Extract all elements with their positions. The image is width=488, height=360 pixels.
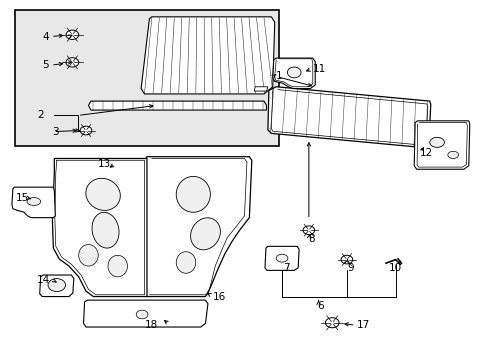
Circle shape <box>136 310 148 319</box>
Ellipse shape <box>276 254 287 262</box>
Text: 9: 9 <box>346 263 353 273</box>
Ellipse shape <box>79 244 98 266</box>
Circle shape <box>66 30 79 40</box>
Text: 13: 13 <box>98 159 111 169</box>
Text: 16: 16 <box>212 292 225 302</box>
Ellipse shape <box>92 212 119 248</box>
Circle shape <box>340 255 352 264</box>
Circle shape <box>303 226 314 234</box>
Text: 12: 12 <box>419 148 432 158</box>
Circle shape <box>48 279 65 292</box>
Bar <box>15 10 278 146</box>
Polygon shape <box>141 17 274 94</box>
Polygon shape <box>12 187 55 218</box>
Ellipse shape <box>108 255 127 277</box>
Polygon shape <box>413 121 469 169</box>
Text: 8: 8 <box>307 234 314 244</box>
Polygon shape <box>264 246 299 270</box>
Text: 3: 3 <box>52 127 59 136</box>
Ellipse shape <box>86 178 120 210</box>
Text: 10: 10 <box>387 263 401 273</box>
Text: 1: 1 <box>276 71 282 81</box>
Polygon shape <box>144 157 251 297</box>
Text: 6: 6 <box>317 301 324 311</box>
Ellipse shape <box>27 198 41 206</box>
Polygon shape <box>40 275 74 297</box>
Polygon shape <box>254 87 267 91</box>
Text: 5: 5 <box>42 60 49 70</box>
Text: 15: 15 <box>15 193 28 203</box>
Polygon shape <box>83 300 207 327</box>
Text: 7: 7 <box>283 263 289 273</box>
Text: 4: 4 <box>42 32 49 41</box>
Ellipse shape <box>190 218 220 250</box>
Circle shape <box>66 58 79 67</box>
Text: 14: 14 <box>37 275 50 285</box>
Ellipse shape <box>176 252 195 273</box>
Polygon shape <box>88 101 266 110</box>
Ellipse shape <box>176 176 210 212</box>
Ellipse shape <box>287 67 301 78</box>
Text: 17: 17 <box>356 320 369 330</box>
Circle shape <box>325 318 338 328</box>
Text: 18: 18 <box>144 320 158 330</box>
Ellipse shape <box>429 137 444 147</box>
Ellipse shape <box>447 151 458 158</box>
Polygon shape <box>267 87 430 148</box>
Polygon shape <box>52 158 147 297</box>
Circle shape <box>80 126 92 135</box>
Text: 2: 2 <box>37 111 44 121</box>
Polygon shape <box>272 58 315 89</box>
Text: 11: 11 <box>312 64 325 74</box>
